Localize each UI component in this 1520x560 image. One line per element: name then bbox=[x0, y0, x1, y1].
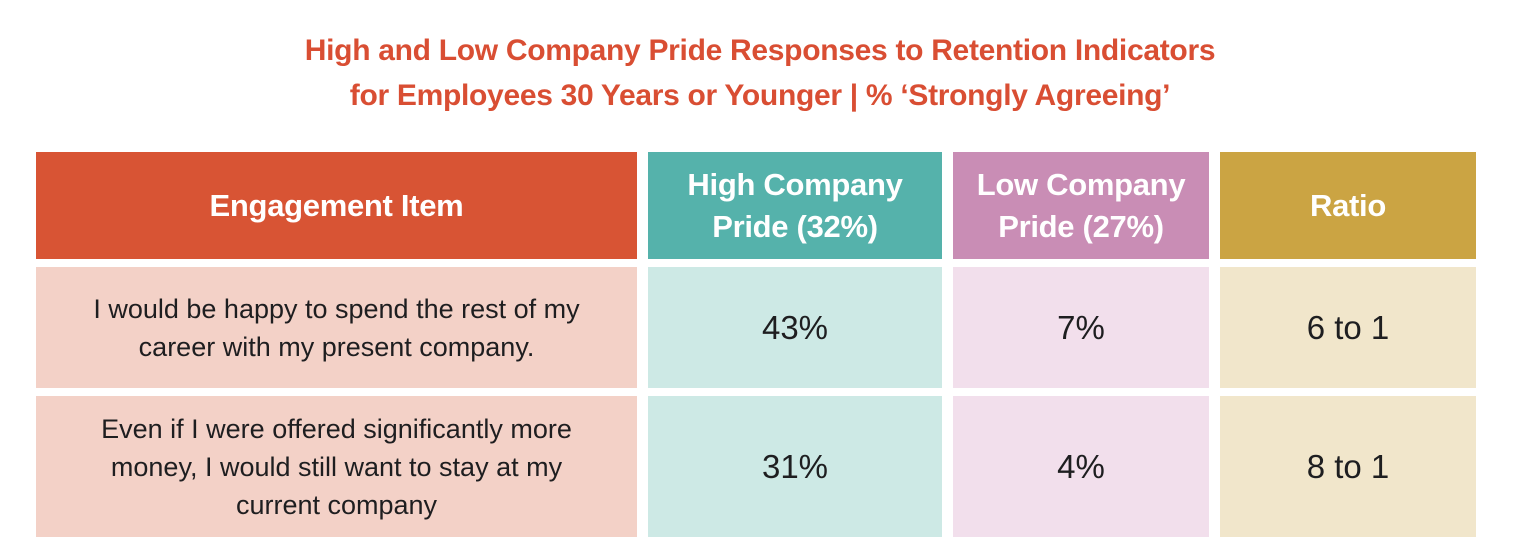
row2-ratio-value: 8 to 1 bbox=[1220, 396, 1476, 537]
chart-title-line-2: for Employees 30 Years or Younger | % ‘S… bbox=[349, 79, 1171, 112]
row2-engagement-item: Even if I were offered significantly mor… bbox=[36, 396, 637, 537]
chart-title: High and Low Company Pride Responses to … bbox=[0, 0, 1520, 118]
pride-retention-table: Engagement Item High Company Pride (32%)… bbox=[36, 152, 1476, 537]
chart-title-line-1: High and Low Company Pride Responses to … bbox=[304, 34, 1216, 67]
row2-high-pride-value: 31% bbox=[648, 396, 942, 537]
row1-low-pride-value: 7% bbox=[953, 267, 1209, 388]
header-low-company-pride: Low Company Pride (27%) bbox=[953, 152, 1209, 259]
row1-ratio-value: 6 to 1 bbox=[1220, 267, 1476, 388]
header-ratio: Ratio bbox=[1220, 152, 1476, 259]
row2-low-pride-value: 4% bbox=[953, 396, 1209, 537]
row1-high-pride-value: 43% bbox=[648, 267, 942, 388]
row1-engagement-item: I would be happy to spend the rest of my… bbox=[36, 267, 637, 388]
header-high-company-pride: High Company Pride (32%) bbox=[648, 152, 942, 259]
header-engagement-item: Engagement Item bbox=[36, 152, 637, 259]
